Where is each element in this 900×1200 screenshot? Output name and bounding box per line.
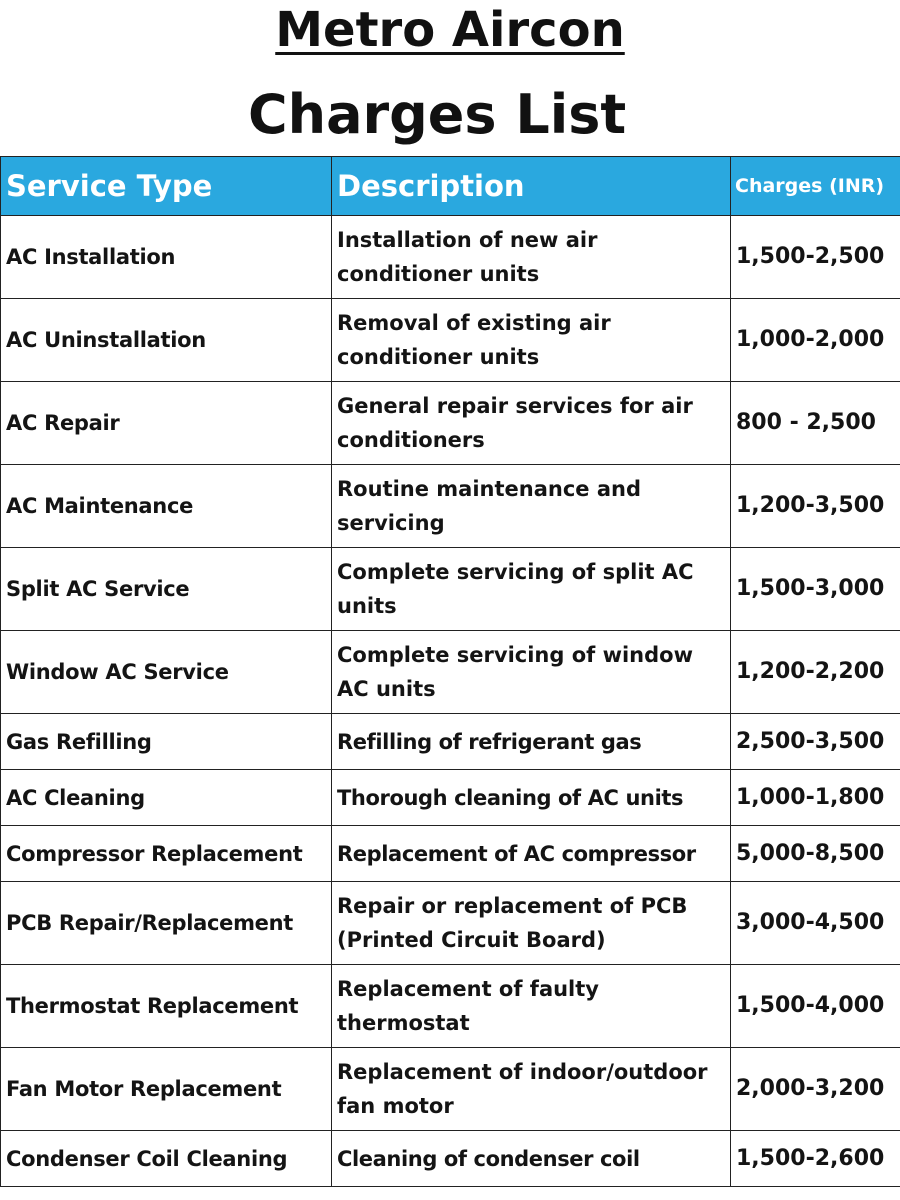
table-row: Split AC Service Complete servicing of s… bbox=[0, 547, 900, 631]
table-row: Gas Refilling Refilling of refrigerant g… bbox=[0, 713, 900, 770]
service-cell: Compressor Replacement bbox=[0, 825, 332, 882]
table-row: Fan Motor Replacement Replacement of ind… bbox=[0, 1047, 900, 1131]
description-cell: Repair or replacement of PCB (Printed Ci… bbox=[331, 881, 731, 965]
description-cell: Cleaning of condenser coil bbox=[331, 1130, 731, 1187]
service-cell: Gas Refilling bbox=[0, 713, 332, 770]
table-row: AC Maintenance Routine maintenance and s… bbox=[0, 464, 900, 548]
service-cell: PCB Repair/Replacement bbox=[0, 881, 332, 965]
service-cell: Thermostat Replacement bbox=[0, 964, 332, 1048]
table-row: Condenser Coil Cleaning Cleaning of cond… bbox=[0, 1130, 900, 1187]
charges-cell: 1,000-1,800 bbox=[730, 769, 900, 826]
header-service-type: Service Type bbox=[0, 156, 332, 216]
table-row: Compressor Replacement Replacement of AC… bbox=[0, 825, 900, 882]
charges-cell: 3,000-4,500 bbox=[730, 881, 900, 965]
description-cell: Replacement of AC compressor bbox=[331, 825, 731, 882]
charges-table: Service Type Description Charges (INR) A… bbox=[0, 156, 900, 1187]
service-cell: AC Installation bbox=[0, 215, 332, 299]
service-cell: Fan Motor Replacement bbox=[0, 1047, 332, 1131]
table-row: AC Installation Installation of new air … bbox=[0, 215, 900, 299]
description-cell: Routine maintenance and servicing bbox=[331, 464, 731, 548]
description-cell: Complete servicing of window AC units bbox=[331, 630, 731, 714]
description-cell: General repair services for air conditio… bbox=[331, 381, 731, 465]
service-cell: Condenser Coil Cleaning bbox=[0, 1130, 332, 1187]
table-row: PCB Repair/Replacement Repair or replace… bbox=[0, 881, 900, 965]
table-row: Thermostat Replacement Replacement of fa… bbox=[0, 964, 900, 1048]
page-title: Metro Aircon bbox=[275, 2, 625, 58]
description-cell: Replacement of indoor/outdoor fan motor bbox=[331, 1047, 731, 1131]
table-header-row: Service Type Description Charges (INR) bbox=[0, 156, 900, 216]
header-charges: Charges (INR) bbox=[730, 156, 900, 216]
description-cell: Refilling of refrigerant gas bbox=[331, 713, 731, 770]
table-row: AC Uninstallation Removal of existing ai… bbox=[0, 298, 900, 382]
service-cell: AC Uninstallation bbox=[0, 298, 332, 382]
service-cell: Split AC Service bbox=[0, 547, 332, 631]
table-row: AC Cleaning Thorough cleaning of AC unit… bbox=[0, 769, 900, 826]
charges-cell: 1,200-3,500 bbox=[730, 464, 900, 548]
service-cell: AC Cleaning bbox=[0, 769, 332, 826]
table-row: Window AC Service Complete servicing of … bbox=[0, 630, 900, 714]
charges-cell: 5,000-8,500 bbox=[730, 825, 900, 882]
description-cell: Complete servicing of split AC units bbox=[331, 547, 731, 631]
charges-cell: 1,500-2,600 bbox=[730, 1130, 900, 1187]
charges-cell: 1,500-2,500 bbox=[730, 215, 900, 299]
service-cell: AC Repair bbox=[0, 381, 332, 465]
table-row: AC Repair General repair services for ai… bbox=[0, 381, 900, 465]
description-cell: Thorough cleaning of AC units bbox=[331, 769, 731, 826]
description-cell: Installation of new air conditioner unit… bbox=[331, 215, 731, 299]
charges-cell: 1,500-4,000 bbox=[730, 964, 900, 1048]
service-cell: Window AC Service bbox=[0, 630, 332, 714]
service-cell: AC Maintenance bbox=[0, 464, 332, 548]
charges-cell: 1,500-3,000 bbox=[730, 547, 900, 631]
charges-cell: 1,200-2,200 bbox=[730, 630, 900, 714]
charges-cell: 800 - 2,500 bbox=[730, 381, 900, 465]
charges-cell: 1,000-2,000 bbox=[730, 298, 900, 382]
page-subtitle: Charges List bbox=[248, 83, 627, 146]
charges-cell: 2,000-3,200 bbox=[730, 1047, 900, 1131]
charges-cell: 2,500-3,500 bbox=[730, 713, 900, 770]
description-cell: Removal of existing air conditioner unit… bbox=[331, 298, 731, 382]
header-description: Description bbox=[331, 156, 731, 216]
description-cell: Replacement of faulty thermostat bbox=[331, 964, 731, 1048]
